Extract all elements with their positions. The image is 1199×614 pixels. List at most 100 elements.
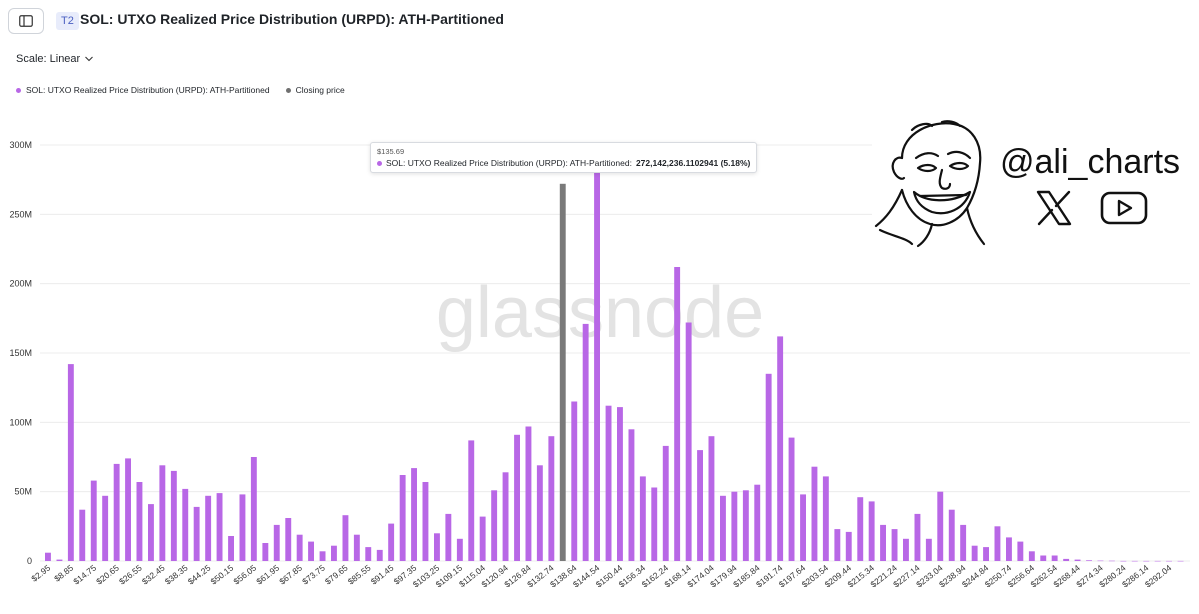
bar[interactable] <box>914 513 921 561</box>
bar[interactable] <box>228 536 234 561</box>
bar[interactable] <box>811 466 818 561</box>
bar[interactable] <box>148 504 154 561</box>
bar[interactable] <box>639 476 646 561</box>
bar[interactable] <box>834 529 841 561</box>
bar[interactable] <box>193 506 200 561</box>
bar[interactable] <box>662 445 669 561</box>
bar[interactable] <box>411 468 417 561</box>
bar[interactable] <box>1177 560 1184 562</box>
bar[interactable] <box>1040 555 1047 562</box>
bar[interactable] <box>342 515 349 561</box>
bar[interactable] <box>273 524 280 561</box>
bar[interactable] <box>845 531 852 561</box>
bar[interactable] <box>765 373 772 561</box>
bar[interactable] <box>422 482 429 561</box>
bar[interactable] <box>102 495 109 561</box>
bar[interactable] <box>960 524 967 561</box>
bar[interactable] <box>56 559 63 561</box>
bar[interactable] <box>948 509 955 561</box>
bar[interactable] <box>685 322 692 562</box>
bar[interactable] <box>170 470 177 561</box>
bar[interactable] <box>1028 551 1035 561</box>
bar[interactable] <box>388 523 395 561</box>
bar[interactable] <box>983 547 989 561</box>
bar[interactable] <box>742 490 749 561</box>
bar[interactable] <box>90 480 97 561</box>
bar[interactable] <box>136 482 143 561</box>
bar[interactable] <box>571 401 578 562</box>
bar[interactable] <box>113 463 120 561</box>
sidebar-toggle-button[interactable] <box>8 8 44 34</box>
bar[interactable] <box>308 541 314 561</box>
bar[interactable] <box>536 465 543 561</box>
legend-item-urpd[interactable]: SOL: UTXO Realized Price Distribution (U… <box>16 85 270 95</box>
bar[interactable] <box>1006 537 1012 561</box>
bar[interactable] <box>800 494 806 561</box>
bar[interactable] <box>777 336 784 561</box>
bar[interactable] <box>1131 560 1138 562</box>
bar[interactable] <box>456 538 463 561</box>
bar[interactable] <box>994 526 1001 561</box>
bar[interactable] <box>754 484 761 561</box>
bar[interactable] <box>491 490 498 561</box>
bar[interactable] <box>205 495 212 561</box>
bar[interactable] <box>708 436 715 561</box>
bar[interactable] <box>548 436 555 561</box>
bar[interactable] <box>925 538 932 561</box>
bar[interactable] <box>468 440 475 561</box>
bar[interactable] <box>434 533 440 561</box>
bar[interactable] <box>731 491 738 561</box>
bar[interactable] <box>239 494 246 561</box>
bar[interactable] <box>353 534 360 561</box>
bar[interactable] <box>479 516 486 561</box>
bar[interactable] <box>857 497 864 561</box>
bar[interactable] <box>1074 559 1081 561</box>
bar[interactable] <box>262 543 269 561</box>
bar[interactable] <box>697 450 703 561</box>
bar[interactable] <box>937 491 944 561</box>
bar[interactable] <box>971 545 978 561</box>
bar[interactable] <box>319 551 326 561</box>
bar[interactable] <box>159 465 166 561</box>
bar[interactable] <box>594 165 600 562</box>
bar[interactable] <box>891 529 898 561</box>
bar[interactable] <box>1051 555 1058 562</box>
bar[interactable] <box>216 493 223 561</box>
bar[interactable] <box>605 405 612 561</box>
bar[interactable] <box>903 538 909 561</box>
bar[interactable] <box>514 434 520 561</box>
bar[interactable] <box>617 407 623 561</box>
bar[interactable] <box>525 426 532 562</box>
bar[interactable] <box>1166 560 1172 562</box>
bar[interactable] <box>880 524 886 561</box>
bar[interactable] <box>285 518 292 561</box>
bar[interactable] <box>822 476 829 561</box>
bar[interactable] <box>1120 560 1127 562</box>
bar[interactable] <box>79 509 86 561</box>
bar[interactable] <box>788 437 795 561</box>
closing-price-bar[interactable] <box>559 183 566 562</box>
bar[interactable] <box>1017 541 1024 561</box>
scale-dropdown[interactable]: Scale: Linear <box>16 53 94 65</box>
legend-item-closing-price[interactable]: Closing price <box>285 85 345 95</box>
bar[interactable] <box>1143 560 1150 562</box>
bar[interactable] <box>445 513 452 561</box>
bar[interactable] <box>651 487 658 562</box>
bar[interactable] <box>868 501 875 561</box>
bar[interactable] <box>720 495 726 561</box>
bar[interactable] <box>399 475 406 561</box>
bar[interactable] <box>125 458 131 561</box>
bar[interactable] <box>250 457 257 561</box>
bar[interactable] <box>674 267 681 561</box>
bar[interactable] <box>376 549 383 561</box>
bar[interactable] <box>628 429 635 561</box>
bar[interactable] <box>502 472 509 561</box>
bar[interactable] <box>45 552 51 561</box>
bar[interactable] <box>182 488 189 561</box>
bar[interactable] <box>365 547 372 561</box>
bar[interactable] <box>1097 560 1104 562</box>
bar[interactable] <box>582 323 589 561</box>
bar[interactable] <box>296 534 303 561</box>
bar[interactable] <box>1154 560 1161 562</box>
